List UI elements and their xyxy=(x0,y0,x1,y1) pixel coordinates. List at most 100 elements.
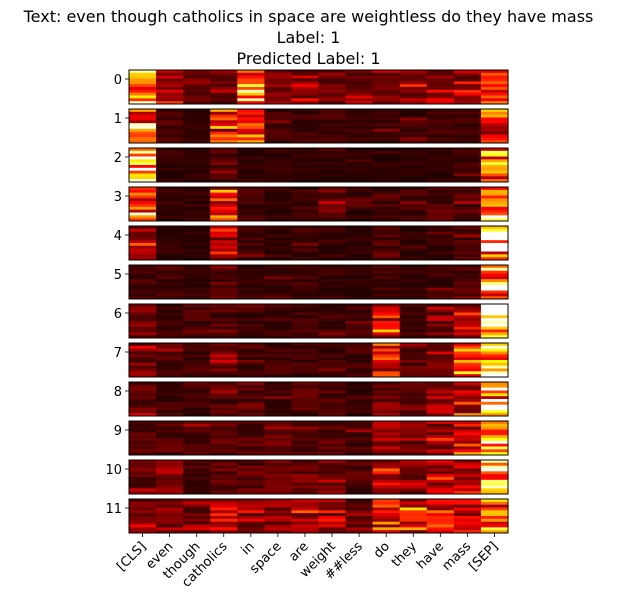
heatmap-cell xyxy=(156,290,184,294)
heatmap-cell xyxy=(156,231,184,235)
heatmap-cell xyxy=(372,393,401,397)
heatmap-cell xyxy=(264,401,293,406)
heatmap-cell xyxy=(318,176,347,180)
heatmap-cell xyxy=(183,387,211,391)
heatmap-cell xyxy=(264,410,293,414)
heatmap-cell xyxy=(237,452,265,456)
heatmap-cell xyxy=(480,429,509,433)
heatmap-cell xyxy=(318,384,347,389)
heatmap-cell xyxy=(372,323,401,328)
heatmap-cell xyxy=(480,237,509,241)
heatmap-cell xyxy=(291,393,320,397)
heatmap-cell xyxy=(318,148,347,152)
heatmap-cell xyxy=(399,89,428,94)
heatmap-cell xyxy=(291,396,320,400)
heatmap-cell xyxy=(183,101,211,105)
heatmap-cell xyxy=(264,89,293,94)
heatmap-cell xyxy=(156,306,184,311)
heatmap-cell xyxy=(183,401,211,406)
heatmap-cell xyxy=(345,323,374,328)
heatmap-cell xyxy=(129,432,157,436)
heatmap-cell xyxy=(264,254,293,258)
heatmap-cell xyxy=(183,120,211,124)
heatmap-cell xyxy=(291,78,320,82)
heatmap-cell xyxy=(264,485,293,489)
heatmap-cell xyxy=(291,192,320,196)
heatmap-cell xyxy=(453,306,482,311)
heatmap-cell xyxy=(129,234,157,238)
heatmap-cell xyxy=(210,120,238,124)
heatmap-cell xyxy=(129,440,157,445)
heatmap-cell xyxy=(453,410,482,414)
heatmap-cell xyxy=(210,513,238,517)
heatmap-cell xyxy=(237,282,265,286)
heatmap-cell xyxy=(480,204,509,208)
heatmap-cell xyxy=(399,170,428,174)
heatmap-cell xyxy=(129,443,157,447)
heatmap-cell xyxy=(453,462,482,467)
heatmap-cell xyxy=(291,98,320,102)
x-token-label: [CLS] xyxy=(114,539,149,574)
heatmap-cell xyxy=(291,501,320,506)
heatmap-cell xyxy=(453,243,482,247)
heatmap-cell xyxy=(453,399,482,403)
heatmap-cell xyxy=(372,120,401,124)
heatmap-cell xyxy=(183,276,211,280)
heatmap-cell xyxy=(129,479,157,484)
heatmap-cell xyxy=(426,315,455,319)
heatmap-cell xyxy=(129,228,157,233)
heatmap-cell xyxy=(345,279,374,283)
heatmap-cell xyxy=(426,212,455,216)
heatmap-cell xyxy=(291,357,320,361)
heatmap-cell xyxy=(453,137,482,141)
heatmap-cell xyxy=(183,491,211,495)
heatmap-cell xyxy=(291,401,320,406)
heatmap-cell xyxy=(345,474,374,478)
layer-panel-frame xyxy=(128,108,509,144)
heatmap-cell xyxy=(399,351,428,355)
heatmap-cell xyxy=(480,507,509,511)
heatmap-cell xyxy=(210,504,238,508)
heatmap-cell xyxy=(156,507,184,511)
heatmap-cell xyxy=(426,429,455,433)
heatmap-cell xyxy=(399,421,428,425)
heatmap-cell xyxy=(237,312,265,316)
heatmap-cell xyxy=(453,362,482,367)
heatmap-cell xyxy=(399,312,428,316)
heatmap-cell xyxy=(264,111,293,116)
heatmap-cell xyxy=(372,128,401,133)
heatmap-cell xyxy=(399,248,428,252)
heatmap-cell xyxy=(453,290,482,294)
layer-label: 7 xyxy=(114,346,122,361)
heatmap-cell xyxy=(345,287,374,291)
heatmap-cell xyxy=(453,123,482,127)
heatmap-cell xyxy=(291,296,320,300)
heatmap-cell xyxy=(426,237,455,241)
heatmap-cell xyxy=(210,446,238,450)
heatmap-cell xyxy=(318,435,347,439)
heatmap-cell xyxy=(318,318,347,322)
heatmap-cell xyxy=(480,371,509,375)
heatmap-cell xyxy=(210,279,238,283)
heatmap-cell xyxy=(210,368,238,372)
heatmap-cell xyxy=(183,306,211,311)
heatmap-cell xyxy=(426,189,455,194)
heatmap-cell xyxy=(318,351,347,355)
heatmap-cell xyxy=(399,189,428,194)
heatmap-cell xyxy=(156,237,184,241)
heatmap-cell xyxy=(210,270,238,274)
heatmap-cell xyxy=(318,245,347,250)
heatmap-cell xyxy=(264,440,293,445)
heatmap-cell xyxy=(156,251,184,255)
heatmap-cell xyxy=(183,237,211,241)
heatmap-cell xyxy=(129,72,157,77)
heatmap-cell xyxy=(183,488,211,492)
heatmap-cell xyxy=(453,371,482,375)
heatmap-cell xyxy=(210,423,238,428)
heatmap-cell xyxy=(156,426,184,430)
heatmap-cell xyxy=(291,153,320,157)
heatmap-cell xyxy=(210,477,238,481)
heatmap-cell xyxy=(291,92,320,96)
heatmap-cell xyxy=(156,401,184,406)
heatmap-cell xyxy=(210,348,238,352)
